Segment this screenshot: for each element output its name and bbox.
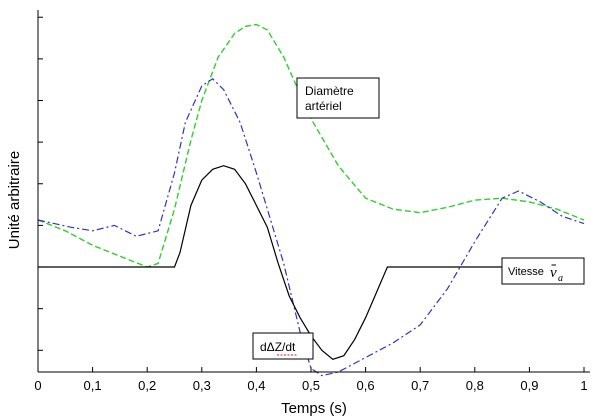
x-tick-label-3: 0,3 bbox=[193, 378, 211, 393]
x-tick-label-10: 1 bbox=[580, 378, 587, 393]
x-tick-label-1: 0,1 bbox=[84, 378, 102, 393]
series-line-1 bbox=[37, 78, 585, 377]
x-tick-label-8: 0,8 bbox=[466, 378, 484, 393]
x-tick-label-6: 0,6 bbox=[357, 378, 375, 393]
annotation-diametre-line2: artériel bbox=[305, 99, 342, 113]
annotation-dzdt-box bbox=[252, 332, 314, 360]
annotation-vitesse-box bbox=[501, 257, 585, 285]
x-tick-label-7: 0,7 bbox=[411, 378, 429, 393]
axes-layer: 0 0,1 0,2 0,3 0,4 0,5 0,6 0,7 0,8 0,9 1 bbox=[34, 10, 590, 393]
annotation-vitesse: Vitesse v a bbox=[501, 257, 585, 285]
annotation-diametre: Diamètre artériel bbox=[296, 77, 380, 119]
annotation-diametre-line1: Diamètre bbox=[305, 84, 354, 98]
annotation-diametre-box bbox=[296, 77, 380, 119]
annotation-dzdt-text: dΔZ/dt bbox=[260, 340, 296, 354]
annotation-vitesse-subscript: a bbox=[558, 273, 563, 284]
series-line-0 bbox=[37, 23, 585, 268]
x-axis-title: Temps (s) bbox=[281, 400, 347, 417]
x-tick-label-5: 0,5 bbox=[302, 378, 320, 393]
series-layer bbox=[37, 23, 585, 377]
x-tick-label-0: 0 bbox=[34, 378, 41, 393]
x-tick-label-9: 0,9 bbox=[520, 378, 538, 393]
y-axis-title: Unité arbitraire bbox=[6, 151, 23, 249]
annotation-vitesse-symbol: v bbox=[550, 265, 557, 281]
x-tick-label-4: 0,4 bbox=[247, 378, 265, 393]
series-line-2 bbox=[38, 165, 584, 360]
annotation-dzdt: dΔZ/dt bbox=[252, 332, 314, 360]
annotation-vitesse-text: Vitesse bbox=[508, 266, 544, 278]
x-tick-label-2: 0,2 bbox=[138, 378, 156, 393]
